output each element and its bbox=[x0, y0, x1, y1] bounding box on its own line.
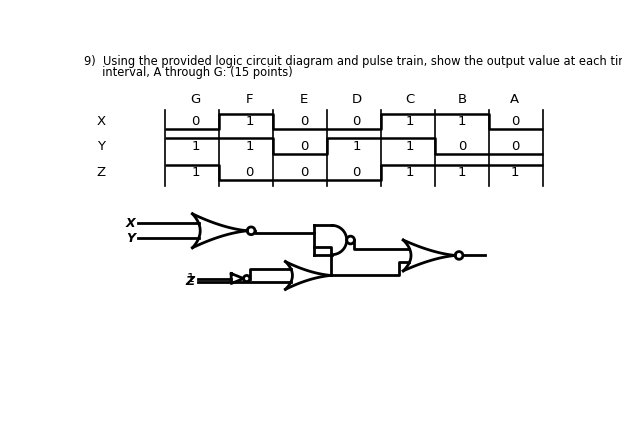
Text: F: F bbox=[246, 93, 254, 106]
Text: C: C bbox=[405, 93, 414, 106]
Text: 0: 0 bbox=[300, 115, 309, 128]
Text: Z: Z bbox=[96, 166, 106, 179]
Text: 0: 0 bbox=[458, 140, 466, 153]
Text: 1: 1 bbox=[353, 140, 361, 153]
Text: Z: Z bbox=[185, 275, 195, 288]
Text: 0: 0 bbox=[246, 166, 254, 179]
Text: A: A bbox=[510, 93, 519, 106]
Text: B: B bbox=[458, 93, 466, 106]
Text: X: X bbox=[96, 115, 106, 128]
Text: 1: 1 bbox=[192, 140, 200, 153]
Text: Y: Y bbox=[126, 232, 135, 245]
Text: 0: 0 bbox=[511, 115, 519, 128]
Text: 1: 1 bbox=[192, 166, 200, 179]
Text: 0: 0 bbox=[511, 140, 519, 153]
Text: 1: 1 bbox=[187, 272, 195, 285]
Text: Y: Y bbox=[97, 140, 105, 153]
Text: 0: 0 bbox=[353, 115, 361, 128]
Text: X: X bbox=[126, 217, 135, 230]
Text: 1: 1 bbox=[458, 166, 466, 179]
Text: 0: 0 bbox=[192, 115, 200, 128]
Text: 1: 1 bbox=[405, 166, 414, 179]
Text: 0: 0 bbox=[300, 140, 309, 153]
Text: 9)  Using the provided logic circuit diagram and pulse train, show the output va: 9) Using the provided logic circuit diag… bbox=[84, 55, 622, 68]
Text: 1: 1 bbox=[405, 115, 414, 128]
Text: 1: 1 bbox=[246, 115, 254, 128]
Text: 1: 1 bbox=[405, 140, 414, 153]
Text: 0: 0 bbox=[300, 166, 309, 179]
Text: G: G bbox=[190, 93, 201, 106]
Text: E: E bbox=[300, 93, 308, 106]
Text: 1: 1 bbox=[458, 115, 466, 128]
Text: 1: 1 bbox=[511, 166, 519, 179]
Text: 0: 0 bbox=[353, 166, 361, 179]
Text: interval, A through G: (15 points): interval, A through G: (15 points) bbox=[84, 66, 293, 79]
Text: D: D bbox=[351, 93, 362, 106]
Text: 1: 1 bbox=[246, 140, 254, 153]
